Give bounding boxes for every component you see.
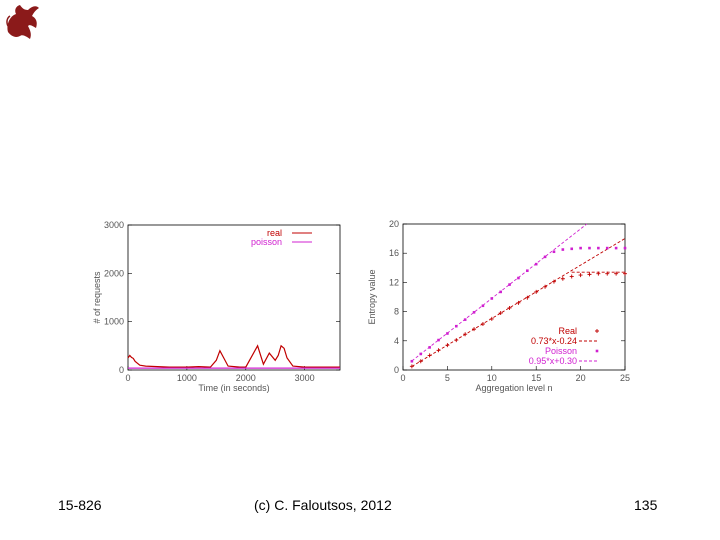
data-point-real bbox=[623, 271, 627, 276]
data-point-poisson bbox=[579, 246, 582, 250]
series-line-0 bbox=[127, 344, 340, 368]
entropy-aggregation-chart: 0 4 8 12 16 20 0 5 10 15 20 25 Aggregation level n En… bbox=[367, 219, 630, 393]
data-point-real bbox=[614, 271, 619, 276]
y-tick-label: 8 bbox=[394, 307, 399, 317]
x-tick-label: 3000 bbox=[295, 373, 315, 383]
y-axis-label: # of requests bbox=[92, 271, 102, 324]
data-point-real bbox=[525, 295, 530, 300]
data-point-real bbox=[507, 305, 512, 310]
series-line-3 bbox=[411, 223, 588, 362]
data-point-poisson bbox=[446, 332, 449, 335]
requests-time-chart: 0 1000 2000 3000 0 1000 2000 3000 Time (in secon… bbox=[92, 220, 341, 393]
data-point-real bbox=[569, 274, 574, 279]
data-point-real bbox=[560, 276, 565, 281]
legend-glyph bbox=[595, 329, 599, 333]
legend-label: Poisson bbox=[545, 346, 577, 356]
data-point-real bbox=[587, 272, 592, 277]
x-tick-label: 0 bbox=[125, 373, 130, 383]
y-tick-label: 16 bbox=[389, 248, 399, 258]
data-point-real bbox=[498, 311, 503, 316]
data-point-poisson bbox=[588, 246, 591, 250]
x-axis-label: Time (in seconds) bbox=[198, 383, 269, 393]
footer-copyright: (c) C. Faloutsos, 2012 bbox=[254, 497, 392, 513]
footer-course: 15-826 bbox=[58, 497, 102, 513]
x-tick-label: 2000 bbox=[236, 373, 256, 383]
legend-label: poisson bbox=[251, 237, 282, 247]
x-tick-label: 1000 bbox=[177, 373, 197, 383]
legend-glyph bbox=[595, 349, 599, 353]
y-tick-label: 1000 bbox=[104, 317, 124, 327]
data-point-real bbox=[578, 273, 583, 278]
data-point-poisson bbox=[570, 247, 574, 251]
y-tick-label: 3000 bbox=[104, 220, 124, 230]
series-line-1 bbox=[411, 238, 626, 367]
x-tick-label: 25 bbox=[620, 373, 630, 383]
y-tick-label: 4 bbox=[394, 336, 399, 346]
data-point-poisson bbox=[614, 246, 618, 250]
legend-label: Real bbox=[558, 326, 577, 336]
data-point-real bbox=[534, 289, 539, 294]
footer-page-number: 135 bbox=[634, 497, 658, 513]
data-point-poisson bbox=[597, 246, 600, 250]
x-tick-label: 10 bbox=[487, 373, 497, 383]
data-point-poisson bbox=[472, 311, 476, 314]
dragon-logo-icon bbox=[6, 5, 40, 39]
legend-label: real bbox=[267, 228, 282, 238]
x-tick-label: 0 bbox=[400, 373, 405, 383]
plot-frame bbox=[402, 223, 626, 371]
plot-frame bbox=[127, 224, 341, 371]
data-point-poisson bbox=[508, 283, 511, 286]
x-axis-label: Aggregation level n bbox=[475, 383, 552, 393]
data-point-poisson bbox=[410, 359, 414, 363]
data-point-poisson bbox=[552, 250, 556, 254]
data-point-poisson bbox=[561, 248, 565, 251]
y-tick-label: 2000 bbox=[104, 268, 124, 278]
y-tick-label: 0 bbox=[119, 365, 124, 375]
legend-label: 0.95*x+0.30 bbox=[529, 356, 577, 366]
data-point-poisson bbox=[481, 304, 485, 308]
data-point-poisson bbox=[543, 255, 547, 259]
x-tick-label: 5 bbox=[445, 373, 450, 383]
data-point-poisson bbox=[517, 276, 520, 280]
data-point-real bbox=[551, 279, 556, 284]
y-tick-label: 20 bbox=[389, 219, 399, 229]
data-point-poisson bbox=[623, 246, 627, 250]
data-point-poisson bbox=[437, 338, 440, 342]
y-tick-label: 0 bbox=[394, 365, 399, 375]
y-axis-label: Entropy value bbox=[367, 269, 377, 324]
y-tick-label: 12 bbox=[389, 277, 399, 287]
legend-label: 0.73*x-0.24 bbox=[531, 336, 577, 346]
x-tick-label: 20 bbox=[576, 373, 586, 383]
x-tick-label: 15 bbox=[531, 373, 541, 383]
data-point-poisson bbox=[605, 246, 609, 250]
